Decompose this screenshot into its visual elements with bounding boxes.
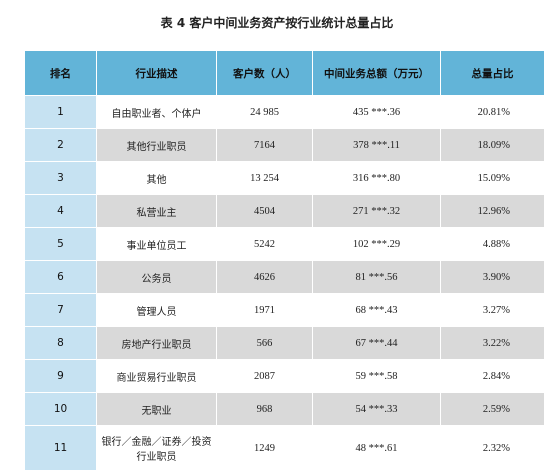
rank-cell: 11 — [24, 425, 97, 471]
customers-cell: 4504 — [216, 194, 313, 228]
amount-cell: 378 ***.11 — [312, 128, 441, 162]
industry-cell: 无职业 — [96, 392, 217, 426]
amount-cell: 316 ***.80 — [312, 161, 441, 195]
amount-cell: 59 ***.58 — [312, 359, 441, 393]
industry-cell: 自由职业者、个体户 — [96, 95, 217, 129]
rank-cell: 7 — [24, 293, 97, 327]
customers-cell: 7164 — [216, 128, 313, 162]
rank-cell: 4 — [24, 194, 97, 228]
table-row: 9 商业贸易行业职员 2087 59 ***.58 2.84% — [24, 359, 545, 393]
rank-cell: 5 — [24, 227, 97, 261]
share-cell: 12.96% — [440, 194, 545, 228]
column-header-amount: 中间业务总额（万元） — [312, 50, 441, 96]
customers-cell: 4626 — [216, 260, 313, 294]
table-row: 5 事业单位员工 5242 102 ***.29 4.88% — [24, 227, 545, 261]
customers-cell: 13 254 — [216, 161, 313, 195]
customers-cell: 2087 — [216, 359, 313, 393]
rank-cell: 3 — [24, 161, 97, 195]
customers-cell: 1249 — [216, 425, 313, 471]
table-row: 11 银行／金融／证券／投资行业职员 1249 48 ***.61 2.32% — [24, 425, 545, 471]
industry-cell: 房地产行业职员 — [96, 326, 217, 360]
amount-cell: 435 ***.36 — [312, 95, 441, 129]
share-cell: 2.84% — [440, 359, 545, 393]
column-header-share: 总量占比 — [440, 50, 545, 96]
industry-cell: 事业单位员工 — [96, 227, 217, 261]
share-cell: 18.09% — [440, 128, 545, 162]
share-cell: 2.32% — [440, 425, 545, 471]
rank-cell: 8 — [24, 326, 97, 360]
rank-cell: 2 — [24, 128, 97, 162]
share-cell: 2.59% — [440, 392, 545, 426]
share-cell: 3.27% — [440, 293, 545, 327]
table-header-row: 排名 行业描述 客户数（人） 中间业务总额（万元） 总量占比 — [24, 50, 545, 96]
customers-cell: 24 985 — [216, 95, 313, 129]
rank-cell: 6 — [24, 260, 97, 294]
amount-cell: 81 ***.56 — [312, 260, 441, 294]
column-header-customers: 客户数（人） — [216, 50, 313, 96]
industry-cell: 银行／金融／证券／投资行业职员 — [96, 425, 217, 471]
amount-cell: 67 ***.44 — [312, 326, 441, 360]
amount-cell: 48 ***.61 — [312, 425, 441, 471]
table-row: 2 其他行业职员 7164 378 ***.11 18.09% — [24, 128, 545, 162]
rank-cell: 9 — [24, 359, 97, 393]
share-cell: 3.90% — [440, 260, 545, 294]
customers-cell: 968 — [216, 392, 313, 426]
amount-cell: 54 ***.33 — [312, 392, 441, 426]
industry-cell: 其他行业职员 — [96, 128, 217, 162]
table-row: 6 公务员 4626 81 ***.56 3.90% — [24, 260, 545, 294]
customers-cell: 1971 — [216, 293, 313, 327]
share-cell: 3.22% — [440, 326, 545, 360]
table-row: 4 私营业主 4504 271 ***.32 12.96% — [24, 194, 545, 228]
customers-cell: 566 — [216, 326, 313, 360]
amount-cell: 68 ***.43 — [312, 293, 441, 327]
industry-cell: 商业贸易行业职员 — [96, 359, 217, 393]
industry-cell: 管理人员 — [96, 293, 217, 327]
table-row: 7 管理人员 1971 68 ***.43 3.27% — [24, 293, 545, 327]
table-row: 1 自由职业者、个体户 24 985 435 ***.36 20.81% — [24, 95, 545, 129]
rank-cell: 1 — [24, 95, 97, 129]
table-row: 8 房地产行业职员 566 67 ***.44 3.22% — [24, 326, 545, 360]
industry-cell: 公务员 — [96, 260, 217, 294]
share-cell: 15.09% — [440, 161, 545, 195]
amount-cell: 271 ***.32 — [312, 194, 441, 228]
share-cell: 4.88% — [440, 227, 545, 261]
industry-statistics-table: 排名 行业描述 客户数（人） 中间业务总额（万元） 总量占比 1 自由职业者、个… — [24, 50, 545, 471]
customers-cell: 5242 — [216, 227, 313, 261]
table-row: 10 无职业 968 54 ***.33 2.59% — [24, 392, 545, 426]
industry-cell: 其他 — [96, 161, 217, 195]
table-title: 表 4 客户中间业务资产按行业统计总量占比 — [160, 16, 394, 30]
industry-cell: 私营业主 — [96, 194, 217, 228]
table-row: 3 其他 13 254 316 ***.80 15.09% — [24, 161, 545, 195]
amount-cell: 102 ***.29 — [312, 227, 441, 261]
column-header-industry: 行业描述 — [96, 50, 217, 96]
share-cell: 20.81% — [440, 95, 545, 129]
rank-cell: 10 — [24, 392, 97, 426]
column-header-rank: 排名 — [24, 50, 97, 96]
